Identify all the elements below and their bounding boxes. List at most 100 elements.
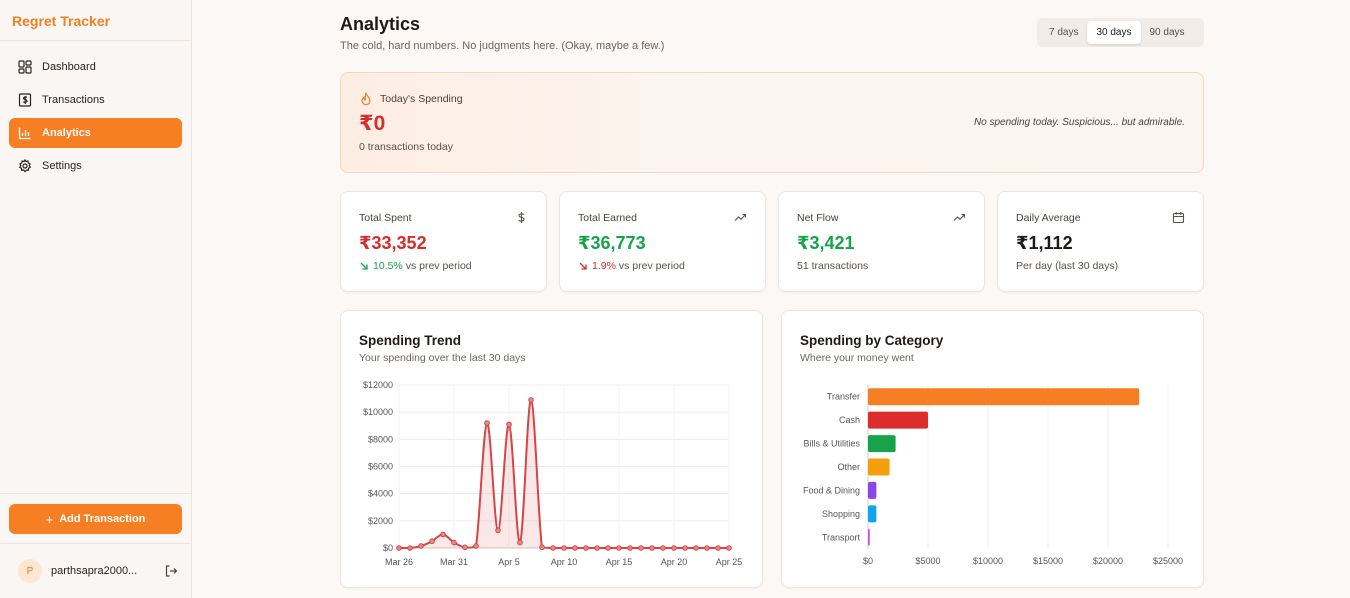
data-point [407, 545, 413, 551]
spending-by-category-chart: $0 $5000 $10000 $15000 $20000 $25000 Transfer C… [803, 385, 1183, 566]
sidebar-item-label: Dashboard [42, 61, 96, 73]
x-tick-label: Apr 20 [661, 557, 688, 567]
data-point [660, 545, 666, 551]
todays-spending-value: ₹0 [359, 112, 386, 135]
sidebar-item-settings[interactable]: Settings [9, 151, 182, 181]
stat-value: ₹36,773 [578, 233, 646, 253]
stat-change-percent: 10.5% [373, 260, 403, 272]
category-label: Other [837, 462, 860, 472]
x-tick-label: $20000 [1093, 556, 1123, 566]
stat-card-total-spent: Total Spent ₹33,352 10.5% vs prev period [340, 191, 547, 292]
range-7-days-button[interactable]: 7 days [1049, 27, 1079, 38]
data-point [396, 545, 402, 551]
stat-label: Net Flow [797, 212, 839, 224]
stat-card-net-flow: Net Flow ₹3,421 51 transactions [778, 191, 985, 292]
stat-change-percent: 1.9% [592, 260, 616, 272]
dollar-icon [515, 211, 528, 224]
x-tick-label: $0 [863, 556, 873, 566]
todays-transaction-count: 0 transactions today [359, 141, 453, 153]
bar-chart-icon [18, 126, 32, 140]
x-tick-label: $5000 [915, 556, 940, 566]
user-profile: P parthsapra2000... [18, 559, 178, 583]
plus-icon: + [45, 511, 54, 527]
page-subtitle: The cold, hard numbers. No judgments her… [340, 40, 665, 52]
category-label: Transport [822, 532, 861, 542]
data-point [539, 544, 545, 551]
series-area [399, 399, 729, 548]
x-tick-label: Mar 31 [440, 557, 468, 567]
sidebar-item-label: Transactions [42, 94, 105, 106]
x-tick-label: Apr 15 [606, 557, 633, 567]
data-point [462, 544, 468, 551]
data-point [693, 545, 699, 551]
calendar-icon [1172, 211, 1185, 224]
spending-trend-panel: Spending Trend Your spending over the la… [340, 310, 763, 588]
data-point [671, 545, 677, 551]
stat-change: 1.9% vs prev period [578, 260, 685, 272]
data-point [715, 545, 721, 551]
add-transaction-button[interactable]: + Add Transaction [9, 504, 182, 534]
stat-value: ₹33,352 [359, 233, 427, 253]
x-tick-label: Apr 5 [498, 557, 520, 567]
todays-spending-label: Today's Spending [380, 93, 463, 105]
x-tick-label: $10000 [973, 556, 1003, 566]
bar [868, 528, 870, 546]
data-point [638, 545, 644, 551]
arrow-down-right-icon [578, 261, 588, 271]
bar [868, 435, 896, 453]
data-point [517, 539, 523, 546]
bar [868, 411, 928, 429]
bar [868, 458, 890, 476]
trending-up-icon [953, 211, 966, 224]
data-point [649, 545, 655, 551]
stat-card-total-earned: Total Earned ₹36,773 1.9% vs prev period [559, 191, 766, 292]
stat-sub: Per day (last 30 days) [1016, 260, 1119, 272]
panel-subtitle: Your spending over the last 30 days [359, 352, 526, 364]
sidebar-nav: Dashboard Transactions Analytics Setting… [0, 41, 191, 195]
bar [868, 505, 877, 523]
data-point [484, 420, 490, 426]
date-range-selector: 7 days 30 days 90 days [1037, 18, 1204, 47]
y-tick-label: $10000 [363, 407, 393, 417]
x-tick-label: Mar 26 [385, 557, 413, 567]
category-label: Transfer [827, 392, 860, 402]
y-tick-label: $4000 [368, 489, 393, 499]
data-point [704, 545, 710, 551]
sidebar-item-label: Settings [42, 160, 82, 172]
sidebar-item-dashboard[interactable]: Dashboard [9, 52, 182, 82]
y-tick-label: $2000 [368, 516, 393, 526]
arrow-down-right-icon [359, 261, 369, 271]
stat-change: 10.5% vs prev period [359, 260, 472, 272]
stat-card-daily-average: Daily Average ₹1,112 Per day (last 30 da… [997, 191, 1204, 292]
category-label: Shopping [822, 509, 860, 519]
range-30-days-button[interactable]: 30 days [1087, 21, 1141, 44]
data-point [429, 538, 435, 545]
stat-sub: 51 transactions [797, 260, 869, 272]
data-point [616, 545, 622, 551]
data-point [506, 421, 512, 428]
data-point [682, 545, 688, 551]
range-90-days-button[interactable]: 90 days [1149, 27, 1185, 38]
gear-icon [18, 159, 32, 173]
page-title: Analytics [340, 14, 421, 34]
data-point [594, 545, 600, 551]
data-point [473, 543, 479, 549]
bar [868, 388, 1140, 406]
sidebar-item-analytics[interactable]: Analytics [9, 118, 182, 148]
avatar[interactable]: P [18, 559, 42, 583]
data-point [572, 545, 578, 551]
sidebar-item-transactions[interactable]: Transactions [9, 85, 182, 115]
spending-by-category-panel: Spending by Category Where your money we… [781, 310, 1204, 588]
data-point [605, 545, 611, 551]
stat-value: ₹1,112 [1016, 233, 1073, 253]
trending-up-icon [734, 211, 747, 224]
brand-logo[interactable]: Regret Tracker [0, 0, 191, 41]
flame-icon [359, 91, 373, 106]
sidebar: Regret Tracker Dashboard Transactions An… [0, 0, 192, 598]
logout-icon[interactable] [164, 564, 178, 578]
dollar-icon [18, 93, 32, 107]
data-point [440, 531, 446, 538]
divider [0, 543, 191, 544]
data-point [550, 545, 556, 551]
data-point [495, 527, 501, 534]
